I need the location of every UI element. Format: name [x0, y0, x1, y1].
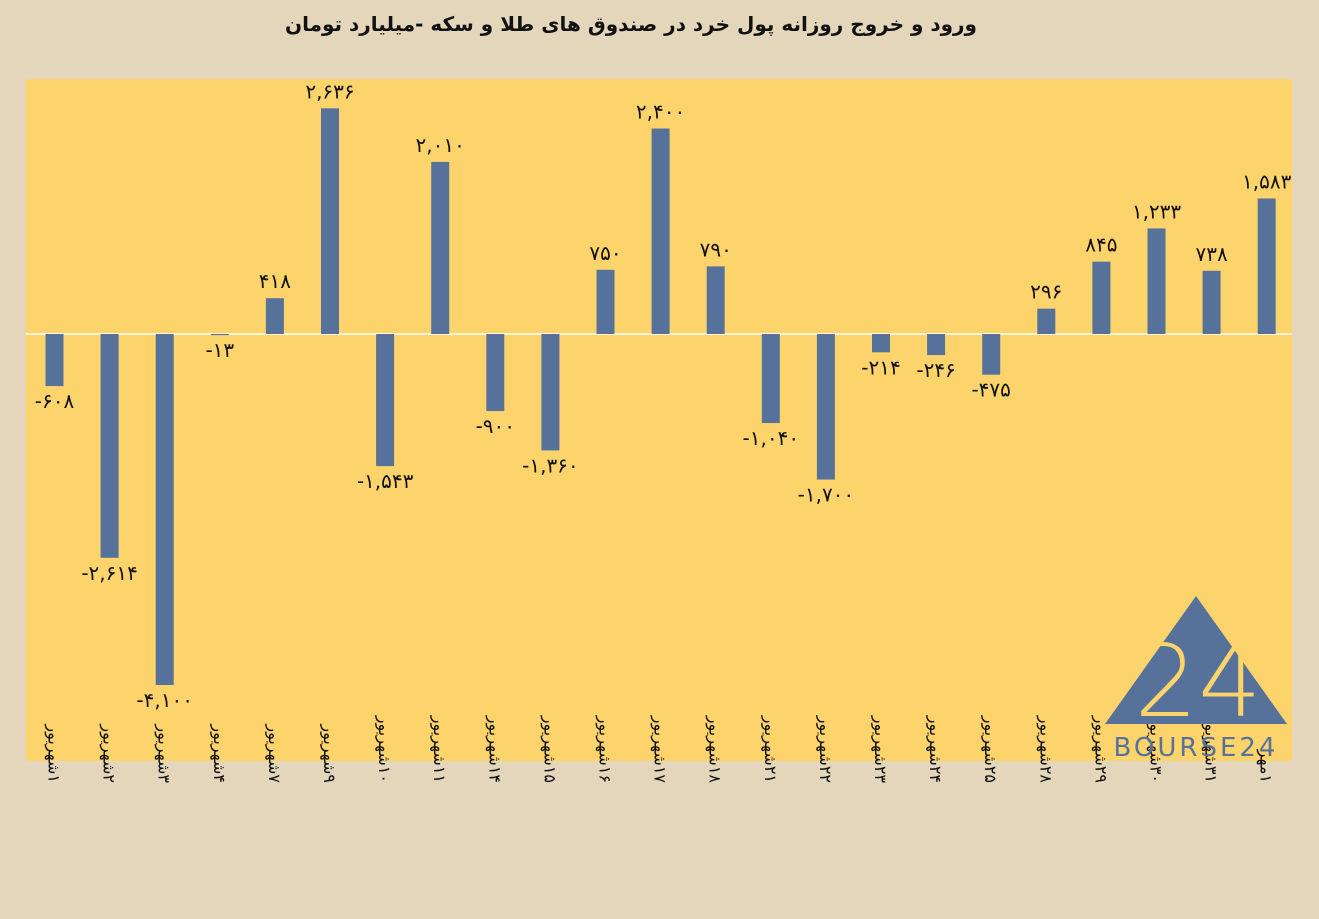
bar-1	[45, 334, 64, 387]
logo-mark: 24	[1134, 623, 1261, 740]
value-label-2: -۲,۶۱۴	[81, 561, 138, 585]
x-tick-label-20: ۲۹شهریور	[1090, 715, 1110, 783]
value-label-14: -۱,۰۴۰	[743, 426, 800, 450]
x-tick-label-23: ۱مهر	[1256, 749, 1276, 783]
logo-triangle	[1105, 596, 1287, 724]
x-tick-label-22: ۳۱شهریور	[1201, 715, 1221, 783]
x-tick-label-2: ۲شهریور	[99, 723, 119, 783]
value-label-3: -۴,۱۰۰	[136, 688, 193, 712]
bar-19	[1037, 308, 1056, 334]
x-tick-label-10: ۱۵شهریور	[539, 715, 559, 783]
bar-15	[816, 334, 835, 480]
x-tick-label-7: ۱۰شهریور	[374, 715, 394, 783]
bar-17	[927, 334, 946, 356]
x-tick-label-15: ۲۲شهریور	[815, 715, 835, 783]
bar-16	[872, 334, 890, 353]
bar-4	[210, 334, 229, 336]
bar-3	[155, 334, 174, 685]
bar-23	[1257, 198, 1276, 334]
x-tick-label-4: ۴شهریور	[209, 723, 229, 783]
bar-14	[761, 334, 780, 424]
value-label-15: -۱,۷۰۰	[798, 483, 855, 507]
x-tick-label-6: ۹شهریور	[319, 723, 339, 783]
value-label-16: -۲۱۴	[861, 355, 900, 379]
value-label-4: -۱۳	[205, 338, 234, 362]
value-label-7: -۱,۵۴۳	[357, 469, 414, 493]
bar-5	[265, 298, 284, 334]
value-label-18: -۴۷۵	[971, 378, 1010, 402]
value-label-8: ۲,۰۱۰	[416, 133, 465, 157]
x-tick-label-21: ۳۰شهریور	[1146, 715, 1166, 783]
bar-10	[541, 334, 560, 451]
bar-7	[376, 334, 395, 467]
value-label-5: ۴۱۸	[259, 269, 291, 293]
bar-12	[651, 128, 670, 334]
value-label-20: ۸۴۵	[1085, 233, 1117, 257]
bourse24-logo: 24	[1105, 596, 1287, 740]
value-label-10: -۱,۳۶۰	[522, 453, 579, 477]
value-label-19: ۲۹۶	[1030, 280, 1062, 304]
x-tick-label-9: ۱۴شهریور	[484, 715, 504, 783]
bar-6	[321, 108, 339, 335]
bar-21	[1147, 228, 1166, 334]
x-tick-label-11: ۱۶شهریور	[595, 715, 615, 783]
value-label-6: ۲,۶۳۶	[305, 79, 354, 103]
logo-text: BOURSE24	[1113, 733, 1279, 763]
bar-20	[1092, 261, 1111, 334]
value-label-23: ۱,۵۸۳	[1242, 169, 1292, 193]
x-tick-label-5: ۷شهریور	[264, 723, 284, 783]
bar-9	[486, 334, 505, 412]
x-tick-label-12: ۱۷شهریور	[650, 715, 670, 784]
bar-18	[982, 334, 1001, 375]
value-label-17: -۲۴۶	[916, 358, 955, 382]
x-tick-label-14: ۲۱شهریور	[760, 715, 780, 783]
x-tick-label-16: ۲۳شهریور	[870, 715, 890, 784]
value-label-1: -۶۰۸	[35, 389, 75, 413]
x-tick-label-13: ۱۸شهریور	[705, 715, 725, 784]
value-label-13: ۷۹۰	[700, 237, 732, 261]
bar-11	[596, 269, 615, 334]
bar-22	[1202, 270, 1221, 334]
x-tick-label-19: ۲۸شهریور	[1035, 715, 1055, 784]
value-label-21: ۱,۲۳۳	[1132, 199, 1182, 223]
value-label-9: -۹۰۰	[476, 414, 515, 438]
value-label-22: ۷۳۸	[1195, 242, 1227, 266]
value-label-11: ۷۵۰	[589, 241, 621, 265]
bar-8	[431, 161, 450, 334]
x-tick-label-3: ۳شهریور	[154, 723, 174, 783]
x-tick-label-17: ۲۴شهریور	[925, 715, 945, 783]
x-tick-label-1: ۱شهریور	[44, 723, 64, 783]
value-label-12: ۲,۴۰۰	[636, 100, 685, 124]
x-tick-label-18: ۲۵شهریور	[980, 715, 1000, 783]
bar-13	[706, 266, 725, 334]
bar-2	[100, 334, 119, 558]
x-tick-label-8: ۱۱شهریور	[429, 715, 449, 783]
chart-title: ورود و خروج روزانه پول خرد در صندوق های …	[285, 12, 977, 36]
